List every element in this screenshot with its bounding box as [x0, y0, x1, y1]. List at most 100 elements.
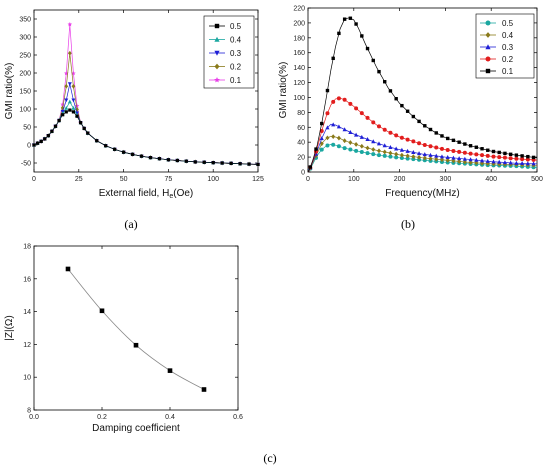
- data-point-b: [405, 156, 410, 161]
- data-point-a: [82, 126, 86, 131]
- data-point-a: [39, 139, 43, 143]
- data-point-b: [468, 151, 473, 156]
- data-point-b: [399, 152, 404, 158]
- data-point-a: [50, 129, 54, 133]
- data-point-c: [167, 368, 173, 373]
- panel-label-b: (b): [401, 217, 415, 231]
- data-point-a: [175, 158, 179, 163]
- data-point-b: [348, 16, 353, 20]
- legend-box-b: [475, 13, 535, 79]
- data-point-a: [211, 161, 215, 165]
- series-line-a: [33, 83, 259, 165]
- y-tick-label-a: 150: [19, 89, 31, 96]
- data-point-b: [371, 152, 376, 157]
- data-point-b: [388, 154, 393, 159]
- data-point-b: [376, 153, 381, 158]
- data-point-b: [376, 141, 382, 146]
- data-point-b: [399, 135, 404, 140]
- data-point-b: [417, 154, 422, 160]
- data-point-b: [479, 158, 485, 163]
- data-point-a: [122, 150, 126, 154]
- data-point-b: [451, 158, 456, 164]
- legend-b: 0.5 0.4 0.3 0.2 0.1: [475, 13, 535, 79]
- data-point-b: [336, 144, 341, 149]
- y-tick-label-b: 60: [297, 125, 305, 132]
- data-point-b: [382, 153, 387, 158]
- legend-marker-a: [214, 36, 220, 42]
- data-point-b: [359, 111, 364, 116]
- data-point-a: [74, 103, 80, 108]
- data-point-a: [130, 152, 135, 156]
- data-point-b: [457, 140, 461, 144]
- data-point-b: [508, 156, 513, 161]
- x-tick-label-a: 100: [207, 176, 219, 183]
- data-point-b: [320, 121, 324, 126]
- data-point-a: [202, 160, 206, 164]
- data-point-b: [480, 160, 485, 166]
- data-point-b: [382, 127, 387, 132]
- x-tick-label-c: 0.6: [233, 414, 243, 421]
- data-point-b: [422, 142, 427, 147]
- y-tick-label-b: 80: [297, 110, 305, 117]
- data-point-b: [325, 88, 330, 93]
- y-tick-label-b: 220: [293, 6, 305, 13]
- data-point-b: [439, 146, 444, 151]
- data-point-b: [319, 141, 324, 147]
- data-point-b: [445, 155, 450, 160]
- data-point-b: [371, 147, 376, 152]
- data-point-b: [325, 135, 330, 141]
- data-point-b: [331, 142, 336, 147]
- data-point-a: [78, 121, 83, 125]
- data-point-b: [491, 159, 496, 164]
- data-point-b: [434, 145, 439, 150]
- y-tick-label-a: 350: [19, 17, 31, 24]
- data-point-b: [388, 130, 393, 135]
- data-point-a: [193, 160, 197, 164]
- data-point-b: [451, 155, 456, 160]
- data-point-b: [439, 154, 445, 159]
- data-point-a: [104, 144, 108, 148]
- data-point-b: [331, 134, 336, 139]
- series-a-0.3: [32, 82, 260, 167]
- x-tick-label-b: 400: [485, 176, 497, 183]
- data-point-b: [463, 142, 467, 146]
- data-point-b: [468, 160, 473, 165]
- x-tick-label-b: 0: [306, 176, 310, 183]
- legend-marker-a: [214, 23, 220, 29]
- y-tick-label-b: 40: [297, 140, 305, 147]
- data-point-b: [451, 148, 456, 153]
- data-point-a: [67, 22, 73, 27]
- data-point-b: [480, 153, 485, 158]
- data-point-b: [319, 129, 324, 133]
- data-point-b: [342, 138, 347, 144]
- data-point-b: [462, 156, 467, 161]
- y-tick-label-a: 300: [19, 35, 31, 42]
- data-point-b: [314, 147, 318, 151]
- x-axis-label-b: Frequency(MHz): [385, 188, 459, 199]
- data-point-b: [531, 155, 536, 160]
- data-point-b: [503, 151, 507, 156]
- data-point-b: [417, 141, 422, 146]
- y-tick-label-b: 160: [293, 50, 305, 57]
- data-point-b: [411, 154, 416, 160]
- series-b-0.3: [308, 122, 538, 173]
- data-point-b: [371, 58, 375, 63]
- legend-marker-b: [485, 68, 491, 74]
- data-point-b: [468, 157, 473, 162]
- data-point-b: [434, 153, 439, 158]
- data-point-b: [417, 119, 421, 124]
- legend-box-a: [203, 15, 255, 89]
- x-tick-label-a: 50: [120, 176, 128, 183]
- y-tick-label-b: 140: [293, 65, 305, 72]
- data-point-a: [71, 98, 76, 103]
- x-tick-label-c: 0.2: [97, 414, 107, 421]
- legend-marker-b: [485, 20, 491, 26]
- data-point-b: [485, 153, 490, 158]
- x-tick-label-a: 75: [165, 176, 173, 183]
- x-tick-label-a: 0: [32, 176, 36, 183]
- data-point-b: [405, 153, 410, 159]
- data-point-b: [457, 159, 462, 164]
- data-point-b: [405, 109, 410, 113]
- data-point-b: [422, 155, 427, 161]
- data-point-b: [365, 137, 370, 142]
